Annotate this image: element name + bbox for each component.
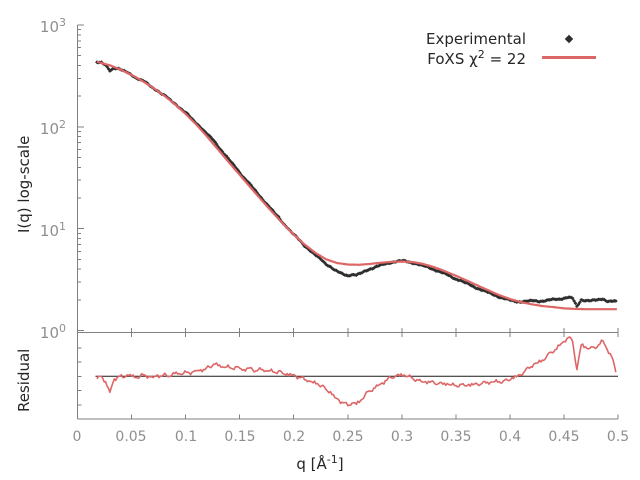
y-axis-title-residual: Residual bbox=[15, 348, 33, 412]
xtick-03: 0.3 bbox=[390, 429, 414, 445]
legend-entry-foxs: FoXS χ2 = 22 bbox=[330, 47, 598, 68]
ytick-1e1: 101 bbox=[39, 220, 66, 240]
legend-entry-experimental: Experimental bbox=[330, 29, 598, 48]
xtick-015: 0.15 bbox=[224, 429, 256, 445]
legend: Experimental FoXS χ2 = 22 bbox=[330, 29, 598, 68]
legend-label-foxs: FoXS χ2 = 22 bbox=[427, 47, 526, 68]
xtick-0: 0 bbox=[72, 429, 82, 445]
ytick-1e3: 103 bbox=[39, 16, 66, 36]
xtick-02: 0.2 bbox=[282, 429, 306, 445]
xtick-005: 0.05 bbox=[115, 429, 147, 445]
xtick-045: 0.45 bbox=[548, 429, 580, 445]
legend-sample-foxs bbox=[540, 56, 598, 59]
ytick-1e2: 102 bbox=[39, 118, 66, 138]
ytick-1e0: 100 bbox=[39, 322, 66, 342]
diamond-marker-icon bbox=[564, 34, 574, 43]
xtick-01: 0.1 bbox=[174, 429, 198, 445]
xtick-05: 0.5 bbox=[606, 429, 630, 445]
x-axis-title: q [Å-1] bbox=[296, 453, 344, 473]
xtick-035: 0.35 bbox=[440, 429, 472, 445]
y-axis-title-intensity: I(q) log-scale bbox=[15, 135, 33, 233]
legend-sample-experimental bbox=[540, 34, 598, 43]
xtick-025: 0.25 bbox=[332, 429, 364, 445]
legend-label-experimental: Experimental bbox=[425, 29, 526, 48]
xtick-04: 0.4 bbox=[498, 429, 522, 445]
fit-line-sample bbox=[542, 56, 596, 59]
